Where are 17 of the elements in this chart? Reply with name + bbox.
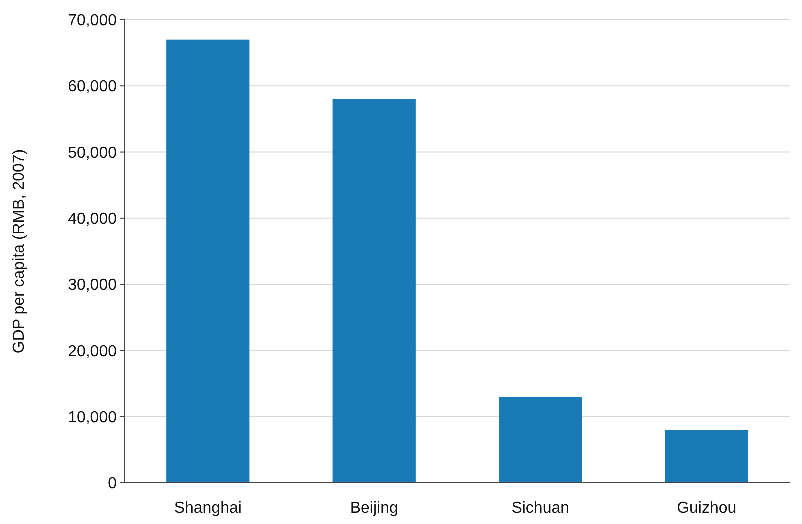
bar <box>499 397 582 483</box>
bar <box>332 99 416 483</box>
y-tick-label: 20,000 <box>68 343 118 360</box>
x-tick-label: Shanghai <box>174 500 242 517</box>
x-tick-label: Guizhou <box>677 500 737 517</box>
y-tick-label: 40,000 <box>68 211 118 228</box>
y-tick-label: 10,000 <box>68 409 118 426</box>
bar <box>166 40 250 483</box>
y-tick-label: 60,000 <box>68 78 118 96</box>
y-axis-title: GDP per capita (RMB, 2007) <box>11 149 28 354</box>
x-tick-label: Beijing <box>350 500 398 517</box>
y-tick-label: 70,000 <box>68 12 118 30</box>
y-tick-label: 30,000 <box>68 277 118 294</box>
y-tick-label: 0 <box>108 476 118 493</box>
y-tick-label: 50,000 <box>68 144 118 162</box>
bar <box>665 430 748 483</box>
x-tick-label: Sichuan <box>512 500 570 517</box>
